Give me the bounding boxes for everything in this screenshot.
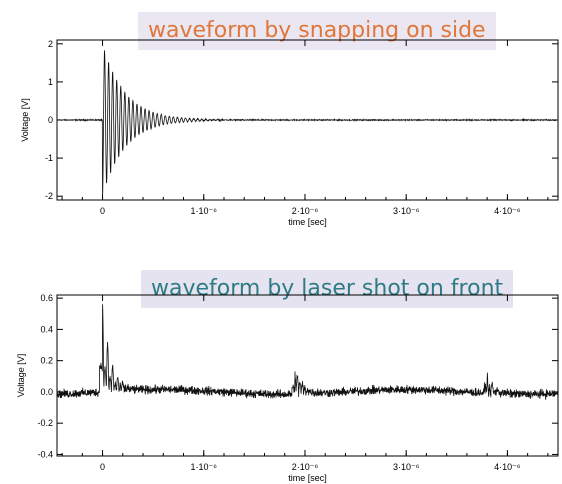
x-tick-label: 2·10⁻⁶ xyxy=(292,462,319,472)
y-tick-label: 1 xyxy=(48,77,53,87)
series-line xyxy=(56,50,559,197)
chart-title-top: waveform by snapping on side xyxy=(138,12,496,50)
y-tick-label: 0 xyxy=(48,115,53,125)
x-axis-label: time [sec] xyxy=(288,473,327,483)
series-line xyxy=(56,304,559,400)
y-tick-label: -0.4 xyxy=(37,449,53,459)
x-tick-label: 3·10⁻⁶ xyxy=(393,206,420,216)
panel-snapping: -2 -1 0 1 2 0 1·10⁻⁶ 2·10⁻⁶ 3·10⁻⁶ 4·10⁻⁶ time [se… xyxy=(20,39,559,227)
y-axis-label: Voltage [V] xyxy=(20,98,30,142)
chart-title-bottom: waveform by laser shot on front xyxy=(141,270,514,308)
x-tick-label: 0 xyxy=(100,462,105,472)
y-tick-label: 0.0 xyxy=(40,387,53,397)
y-tick-label: 2 xyxy=(48,39,53,49)
y-tick-label: 0.2 xyxy=(40,356,53,366)
x-tick-label: 2·10⁻⁶ xyxy=(292,206,319,216)
y-tick-label: -1 xyxy=(45,153,53,163)
plot-frame xyxy=(56,294,559,457)
x-tick-label: 0 xyxy=(100,206,105,216)
y-tick-label: -0.2 xyxy=(37,418,53,428)
y-axis-label: Voltage [V] xyxy=(16,354,26,398)
y-tick-label: 0.4 xyxy=(40,324,53,334)
x-tick-label: 1·10⁻⁶ xyxy=(191,462,218,472)
x-tick-label: 4·10⁻⁶ xyxy=(494,462,521,472)
y-tick-label: 0.6 xyxy=(40,293,53,303)
y-tick-label: -2 xyxy=(45,191,53,201)
panel-laser: -0.4 -0.2 0.0 0.2 0.4 0.6 0 1·10⁻⁶ 2·10⁻⁶ 3·10⁻⁶ 4… xyxy=(16,293,559,483)
x-axis-label: time [sec] xyxy=(288,217,327,227)
x-tick-label: 4·10⁻⁶ xyxy=(494,206,521,216)
x-tick-label: 3·10⁻⁶ xyxy=(393,462,420,472)
x-tick-label: 1·10⁻⁶ xyxy=(191,206,218,216)
